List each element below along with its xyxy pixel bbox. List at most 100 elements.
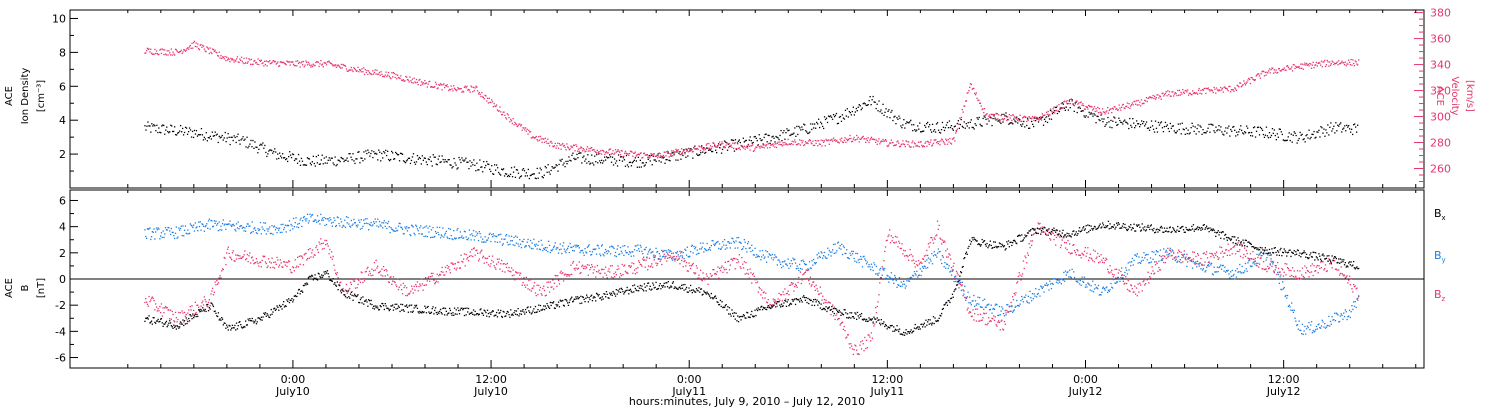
velocity-series-point	[1204, 87, 1206, 89]
by-series-point	[1042, 286, 1044, 288]
density-series-point	[810, 123, 812, 125]
density-series-point	[818, 118, 820, 120]
density-series-point	[543, 174, 545, 176]
velocity-series-point	[169, 54, 172, 56]
density-series-point	[1145, 121, 1148, 123]
by-series-point	[1255, 264, 1257, 266]
density-series-point	[311, 161, 313, 163]
bz-series-point	[691, 264, 693, 266]
by-series-point	[1119, 280, 1121, 282]
by-series-point	[743, 239, 745, 241]
bz-series-point	[618, 268, 620, 270]
velocity-series-point	[762, 144, 764, 146]
density-series-point	[943, 129, 946, 132]
velocity-series-point	[1043, 114, 1045, 116]
density-series-point	[164, 133, 166, 135]
density-series-point	[547, 164, 549, 166]
by-series-point	[289, 229, 291, 232]
by-series-point	[468, 229, 471, 231]
bz-series-point	[672, 255, 674, 258]
velocity-series-point	[576, 145, 578, 148]
density-series-point	[297, 153, 300, 156]
by-series-point	[1248, 260, 1250, 262]
by-series-point	[890, 272, 892, 274]
by-series-point	[1012, 310, 1015, 312]
density-series-point	[371, 150, 373, 152]
velocity-series-point	[979, 102, 981, 104]
bz-series-point	[237, 254, 239, 257]
density-series-point	[256, 146, 258, 148]
velocity-series-point	[827, 139, 830, 141]
by-series-point	[1075, 280, 1077, 283]
by-series-point	[1040, 286, 1043, 288]
density-series-point	[1112, 120, 1114, 122]
velocity-series-point	[619, 151, 621, 153]
bz-series-point	[489, 265, 491, 267]
bz-series-point	[725, 268, 727, 270]
velocity-series-point	[209, 47, 211, 49]
by-series-point	[718, 247, 720, 250]
by-series-point	[444, 234, 446, 236]
density-series-point	[945, 124, 948, 126]
bz-series-point	[538, 289, 541, 291]
velocity-series-point	[890, 139, 892, 141]
by-series-point	[727, 241, 729, 243]
bz-series-point	[381, 268, 383, 270]
velocity-series-point	[597, 151, 599, 153]
velocity-series-point	[1168, 93, 1170, 96]
velocity-series-point	[811, 143, 813, 145]
density-series-point	[562, 164, 564, 166]
bz-series-point	[492, 261, 494, 263]
density-series-point	[893, 116, 895, 118]
by-series-point	[504, 238, 506, 240]
velocity-series-point	[635, 155, 637, 157]
by-series-point	[517, 243, 519, 245]
velocity-series-point	[1215, 87, 1218, 89]
velocity-series-point	[769, 147, 771, 149]
velocity-series-point	[580, 146, 582, 148]
bz-series-point	[671, 252, 673, 255]
by-series-point	[758, 256, 760, 258]
by-series-point	[430, 236, 432, 239]
by-series-point	[510, 235, 513, 237]
velocity-series-point	[1321, 66, 1323, 68]
by-series-point	[445, 230, 447, 233]
density-series-point	[1141, 120, 1143, 122]
density-series-point	[221, 134, 223, 137]
by-series-point	[915, 274, 917, 276]
velocity-series-point	[1256, 74, 1258, 76]
bz-series-point	[656, 264, 658, 267]
velocity-series-point	[742, 146, 744, 148]
by-series-point	[346, 222, 348, 224]
density-series-point	[316, 162, 318, 164]
density-series-point	[325, 156, 327, 158]
by-series-point	[1273, 272, 1275, 274]
density-series-point	[1182, 128, 1184, 130]
velocity-series-point	[1239, 82, 1242, 84]
bz-series-point	[475, 249, 477, 252]
density-series-point	[410, 159, 413, 162]
by-series-point	[218, 221, 220, 223]
by-series-point	[762, 254, 764, 256]
density-series-point	[1177, 123, 1179, 125]
velocity-series-point	[515, 123, 517, 125]
by-series-point	[1003, 315, 1006, 317]
density-series-point	[698, 154, 700, 156]
by-series-point	[567, 247, 569, 249]
by-series-point	[1231, 269, 1233, 272]
density-series-point	[819, 126, 821, 129]
density-series-point	[1273, 129, 1275, 131]
by-series-point	[1277, 271, 1279, 274]
density-series-point	[388, 158, 390, 161]
velocity-series-point	[469, 91, 471, 93]
bz-series-point	[526, 284, 528, 286]
density-series-point	[1135, 125, 1137, 127]
bz-series-point	[669, 255, 671, 257]
velocity-series-point	[1230, 89, 1233, 91]
by-series-point	[538, 248, 541, 250]
velocity-series-point	[425, 83, 427, 85]
velocity-series-point	[269, 63, 272, 65]
by-series-point	[198, 221, 200, 223]
velocity-series-point	[226, 56, 228, 58]
by-series-point	[391, 228, 393, 230]
